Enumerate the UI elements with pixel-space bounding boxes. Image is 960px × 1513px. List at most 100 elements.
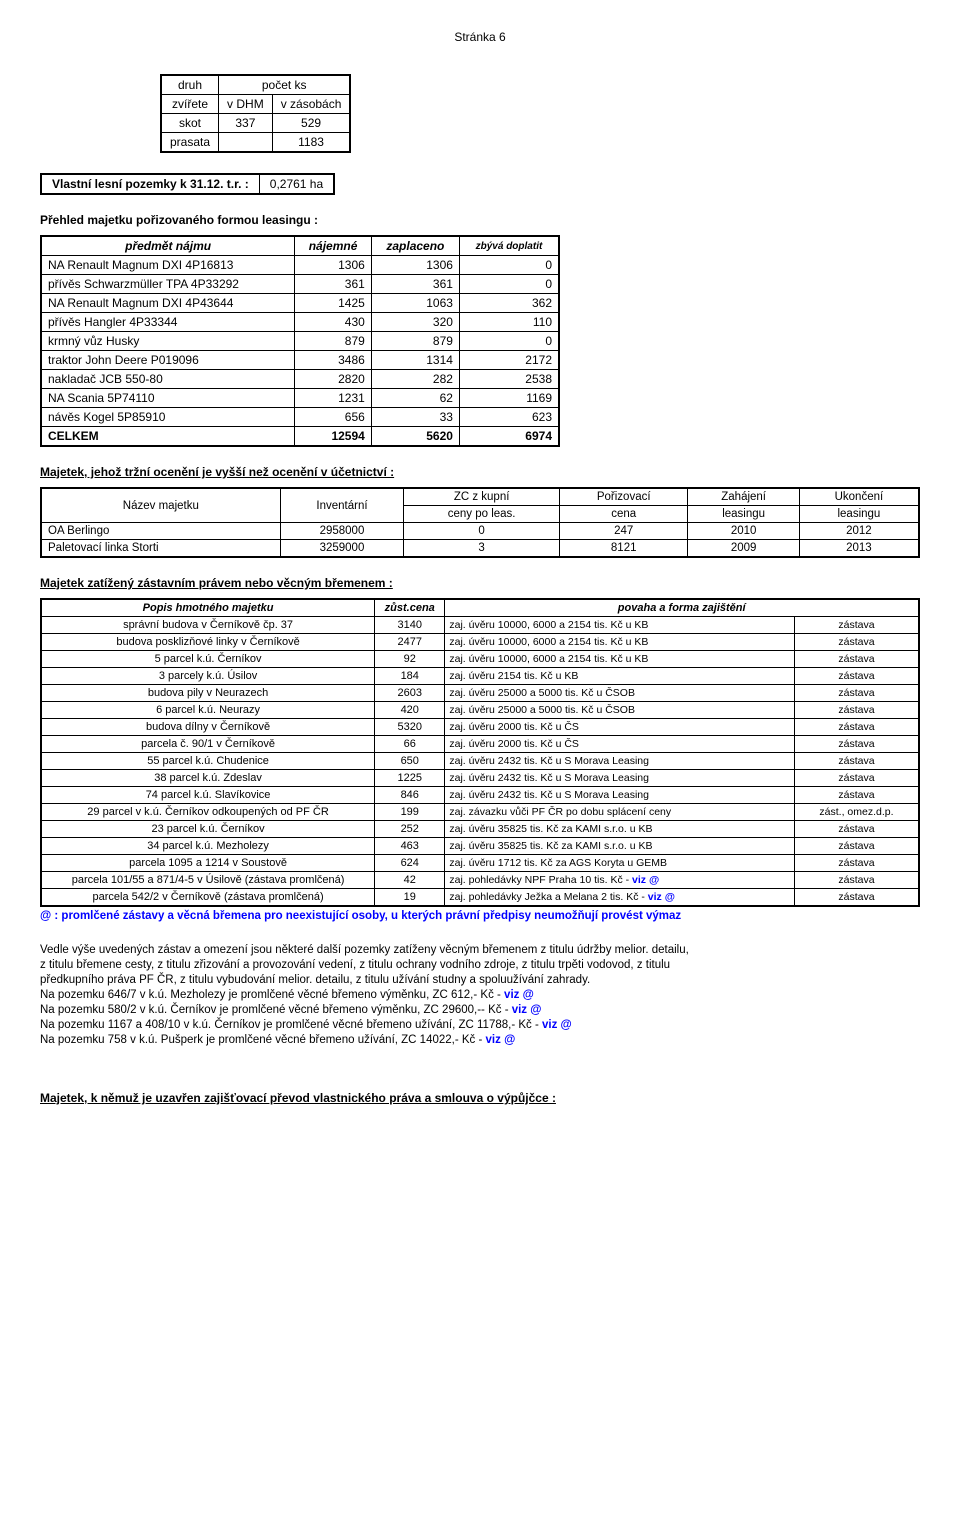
cell: zaj. úvěru 2000 tis. Kč u ČS <box>445 719 795 736</box>
cell: parcela 542/2 v Černíkově (zástava proml… <box>41 889 375 907</box>
cell: 282 <box>371 370 459 389</box>
cell: skot <box>161 114 219 133</box>
col-zvirete: zvířete <box>161 95 219 114</box>
h: zaplaceno <box>371 236 459 256</box>
table-row: parcela 1095 a 1214 v Soustově624zaj. úv… <box>41 855 919 872</box>
cell: 110 <box>459 313 559 332</box>
cell: parcela 101/55 a 871/4-5 v Úsilově (zást… <box>41 872 375 889</box>
p1: Vedle výše uvedených zástav a omezení js… <box>40 944 920 956</box>
cell: zástava <box>794 685 919 702</box>
cell: 5320 <box>375 719 445 736</box>
cell: 34 parcel k.ú. Mezholezy <box>41 838 375 855</box>
cell: nakladač JCB 550-80 <box>41 370 295 389</box>
table-row: OA Berlingo2958000024720102012 <box>41 523 919 540</box>
cell: 2958000 <box>280 523 404 540</box>
np1: Na pozemku 646/7 v k.ú. Mezholezy je pro… <box>40 989 920 1001</box>
cell: 3 <box>404 540 560 558</box>
table-row: budova posklizňové linky v Černíkově2477… <box>41 634 919 651</box>
cell: zaj. úvěru 35825 tis. Kč za KAMI s.r.o. … <box>445 838 795 855</box>
cell: 1314 <box>371 351 459 370</box>
cell: 92 <box>375 651 445 668</box>
cell: 2538 <box>459 370 559 389</box>
cell: 362 <box>459 294 559 313</box>
total: 6974 <box>459 427 559 447</box>
table-row: 38 parcel k.ú. Zdeslav1225zaj. úvěru 243… <box>41 770 919 787</box>
cell: 361 <box>371 275 459 294</box>
cell: 463 <box>375 838 445 855</box>
viz-link: viz @ <box>542 1019 572 1031</box>
cell: 29 parcel v k.ú. Černíkov odkoupených od… <box>41 804 375 821</box>
np3: Na pozemku 1167 a 408/10 v k.ú. Černíkov… <box>40 1019 920 1031</box>
p3: předkupního práva PF ČR, z titulu vybudo… <box>40 974 920 986</box>
total: 12594 <box>295 427 372 447</box>
h: předmět nájmu <box>41 236 295 256</box>
cell: 650 <box>375 753 445 770</box>
h: Inventární <box>280 488 404 523</box>
cell: 624 <box>375 855 445 872</box>
leasing-table: předmět nájmu nájemné zaplaceno zbývá do… <box>40 235 560 447</box>
h: Pořizovací <box>559 488 688 506</box>
cell: budova dílny v Černíkově <box>41 719 375 736</box>
table-row: NA Renault Magnum DXI 4P4364414251063362 <box>41 294 559 313</box>
table-row: Paletovací linka Storti32590003812120092… <box>41 540 919 558</box>
table-row: 74 parcel k.ú. Slavíkovice846zaj. úvěru … <box>41 787 919 804</box>
cell: zástava <box>794 702 919 719</box>
pledge-note: @ : promlčené zástavy a věcná břemena pr… <box>40 910 920 922</box>
cell: 430 <box>295 313 372 332</box>
table-row: NA Scania 5P741101231621169 <box>41 389 559 408</box>
cell: 62 <box>371 389 459 408</box>
cell: 2012 <box>799 523 919 540</box>
table-row: budova pily v Neurazech2603zaj. úvěru 25… <box>41 685 919 702</box>
h: ZC z kupní <box>404 488 560 506</box>
pledge-title: Majetek zatížený zástavním právem nebo v… <box>40 576 920 590</box>
cell: parcela č. 90/1 v Černíkově <box>41 736 375 753</box>
col-vzasobach: v zásobách <box>272 95 350 114</box>
cell: zástava <box>794 668 919 685</box>
cell: 2009 <box>688 540 799 558</box>
table-row: 6 parcel k.ú. Neurazy420zaj. úvěru 25000… <box>41 702 919 719</box>
cell: 42 <box>375 872 445 889</box>
market-table: Název majetku Inventární ZC z kupní Poři… <box>40 487 920 558</box>
cell: zaj. úvěru 2432 tis. Kč u S Morava Leasi… <box>445 770 795 787</box>
cell: 199 <box>375 804 445 821</box>
cell: 879 <box>371 332 459 351</box>
cell: správní budova v Černíkově čp. 37 <box>41 617 375 634</box>
cell: 1183 <box>272 133 350 153</box>
table-row: NA Renault Magnum DXI 4P16813130613060 <box>41 256 559 275</box>
cell: 19 <box>375 889 445 907</box>
p2: z titulu břemene cesty, z titulu zřizová… <box>40 959 920 971</box>
cell: zaj. úvěru 35825 tis. Kč za KAMI s.r.o. … <box>445 821 795 838</box>
cell: 5 parcel k.ú. Černíkov <box>41 651 375 668</box>
table-row: parcela 101/55 a 871/4-5 v Úsilově (zást… <box>41 872 919 889</box>
table-row: traktor John Deere P019096348613142172 <box>41 351 559 370</box>
cell: 6 parcel k.ú. Neurazy <box>41 702 375 719</box>
t: Na pozemku 758 v k.ú. Pušperk je promlče… <box>40 1034 486 1046</box>
cell: 0 <box>404 523 560 540</box>
cell: zástava <box>794 634 919 651</box>
h: Název majetku <box>41 488 280 523</box>
cell: 247 <box>559 523 688 540</box>
cell: zaj. pohledávky NPF Praha 10 tis. Kč - v… <box>445 872 795 889</box>
cell: návěs Kogel 5P85910 <box>41 408 295 427</box>
cell: zástava <box>794 651 919 668</box>
table-row: skot 337 529 <box>161 114 350 133</box>
viz-link: viz @ <box>486 1034 516 1046</box>
table-row: krmný vůz Husky8798790 <box>41 332 559 351</box>
cell: 1231 <box>295 389 372 408</box>
h: Ukončení <box>799 488 919 506</box>
h: zbývá doplatit <box>459 236 559 256</box>
page-number: Stránka 6 <box>40 30 920 44</box>
h: zůst.cena <box>375 599 445 617</box>
cell: 252 <box>375 821 445 838</box>
cell: zaj. úvěru 2432 tis. Kč u S Morava Leasi… <box>445 787 795 804</box>
cell: 33 <box>371 408 459 427</box>
cell: 23 parcel k.ú. Černíkov <box>41 821 375 838</box>
cell: 1169 <box>459 389 559 408</box>
cell: zástava <box>794 855 919 872</box>
table-row: parcela č. 90/1 v Černíkově66zaj. úvěru … <box>41 736 919 753</box>
table-row: parcela 542/2 v Černíkově (zástava proml… <box>41 889 919 907</box>
h: Zahájení <box>688 488 799 506</box>
cell: zástava <box>794 787 919 804</box>
col-druh: druh <box>161 75 219 95</box>
forest-row: Vlastní lesní pozemky k 31.12. t.r. : 0,… <box>40 173 335 195</box>
